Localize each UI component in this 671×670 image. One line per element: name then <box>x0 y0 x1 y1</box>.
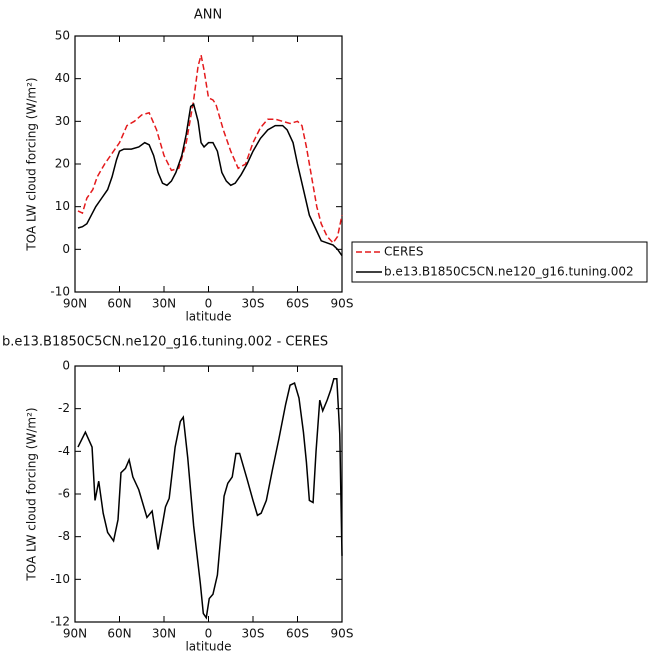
x-tick-label: 90S <box>331 297 354 311</box>
y-tick-label: -4 <box>58 444 70 458</box>
x-axis-label: latitude <box>185 310 231 324</box>
chart-title: b.e13.B1850C5CN.ne120_g16.tuning.002 - C… <box>2 335 328 350</box>
y-tick-label: -12 <box>50 615 70 629</box>
legend-label: b.e13.B1850C5CN.ne120_g16.tuning.002 <box>384 265 634 279</box>
data-line <box>77 378 343 620</box>
data-line <box>77 103 343 257</box>
y-tick-label: -10 <box>50 285 70 299</box>
x-tick-label: 90S <box>331 627 354 641</box>
x-axis-label: latitude <box>185 640 231 654</box>
x-tick-label: 90N <box>63 297 87 311</box>
plot-frame <box>74 365 343 623</box>
data-line <box>77 54 343 245</box>
y-tick-label: 0 <box>62 242 70 256</box>
legend-label: CERES <box>384 245 424 259</box>
y-axis-label: TOA LW cloud forcing (W/m²) <box>25 407 39 581</box>
legend-box <box>351 241 648 283</box>
y-tick-label: -10 <box>50 572 70 586</box>
x-tick-label: 30N <box>152 627 176 641</box>
y-tick-label: -8 <box>58 529 70 543</box>
y-tick-label: -6 <box>58 487 70 501</box>
y-tick-label: 50 <box>55 29 70 43</box>
x-tick-label: 60S <box>286 627 309 641</box>
x-tick-label: 30N <box>152 297 176 311</box>
x-tick-label: 60N <box>107 297 131 311</box>
y-tick-label: 40 <box>55 71 70 85</box>
x-tick-label: 30S <box>242 627 265 641</box>
x-tick-label: 0 <box>205 627 213 641</box>
y-tick-label: 0 <box>62 359 70 373</box>
x-tick-label: 90N <box>63 627 87 641</box>
x-tick-label: 30S <box>242 297 265 311</box>
x-tick-label: 60N <box>107 627 131 641</box>
y-tick-label: -2 <box>58 401 70 415</box>
x-tick-label: 60S <box>286 297 309 311</box>
chart-title: ANN <box>194 8 222 23</box>
y-tick-label: 20 <box>55 157 70 171</box>
x-tick-label: 0 <box>205 297 213 311</box>
y-axis-label: TOA LW cloud forcing (W/m²) <box>25 77 39 251</box>
y-tick-label: 10 <box>55 199 70 213</box>
y-tick-label: 30 <box>55 114 70 128</box>
